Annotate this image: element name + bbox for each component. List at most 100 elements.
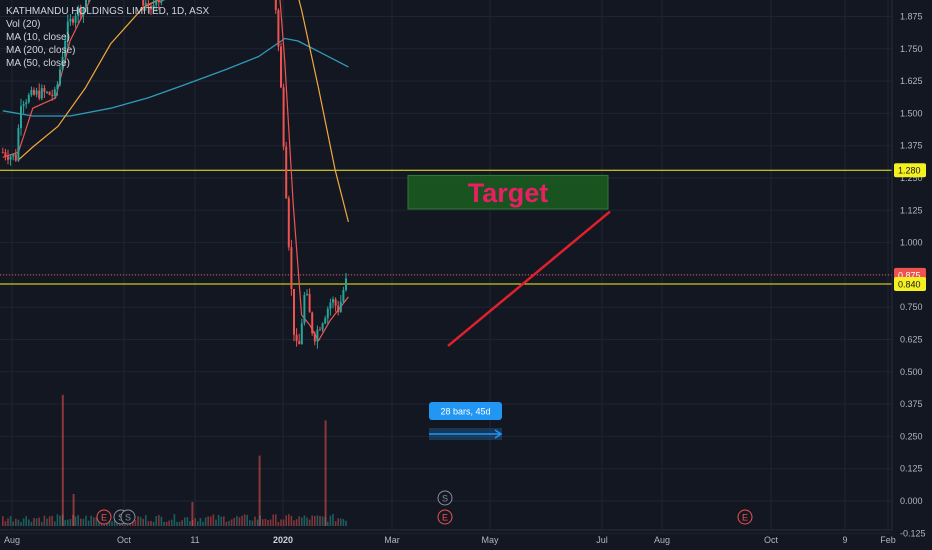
candle-body bbox=[287, 198, 290, 248]
volume-bar bbox=[301, 517, 303, 526]
volume-bar bbox=[334, 521, 337, 526]
volume-bar bbox=[69, 518, 72, 526]
volume-bar bbox=[145, 515, 147, 526]
candle-body bbox=[150, 6, 152, 10]
ma50-line bbox=[17, 0, 349, 223]
target-label[interactable]: Target bbox=[468, 178, 549, 208]
volume-bar bbox=[277, 521, 280, 526]
price-axis[interactable]: 2.5002.3752.2502.1252.0001.8751.7501.625… bbox=[0, 0, 926, 538]
volume-bar bbox=[150, 520, 152, 526]
volume-bar bbox=[158, 515, 160, 526]
measure-label[interactable]: 28 bars, 45d bbox=[440, 407, 490, 417]
price-level-label[interactable]: 0.875 bbox=[898, 270, 921, 280]
volume-bar bbox=[316, 515, 319, 526]
candle-body bbox=[157, 0, 160, 3]
event-marker-label[interactable]: S bbox=[125, 513, 131, 523]
volume-bar bbox=[38, 517, 40, 526]
volume-bar bbox=[199, 518, 202, 526]
candle-body bbox=[282, 87, 285, 147]
price-tick-label: 1.750 bbox=[900, 44, 923, 54]
volume-bar bbox=[230, 519, 233, 526]
volume-bar bbox=[340, 518, 342, 526]
candle-body bbox=[20, 106, 22, 129]
legend-ma10[interactable]: MA (10, close) bbox=[6, 32, 70, 43]
candle-body bbox=[82, 7, 85, 16]
candle-body bbox=[295, 334, 298, 341]
volume-bar bbox=[293, 520, 295, 526]
volume-bar bbox=[329, 515, 332, 526]
volume-bar bbox=[272, 514, 274, 526]
volume-bar bbox=[51, 515, 53, 526]
candle-body bbox=[33, 89, 35, 95]
volume-bar bbox=[321, 516, 324, 526]
candle-body bbox=[342, 290, 345, 302]
legend-volume[interactable]: Vol (20) bbox=[6, 19, 41, 30]
legend-ma200[interactable]: MA (200, close) bbox=[6, 45, 76, 56]
earnings-marker[interactable] bbox=[96, 509, 112, 525]
volume-bar bbox=[197, 521, 199, 526]
legend-title[interactable]: KATHMANDU HOLDINGS LIMITED, 1D, ASX bbox=[6, 6, 210, 17]
candle-body bbox=[313, 333, 316, 342]
volume-bar bbox=[74, 516, 77, 526]
volume-bar bbox=[319, 516, 321, 526]
candle-body bbox=[326, 308, 329, 319]
candle-body bbox=[53, 89, 56, 96]
candle-body bbox=[152, 5, 155, 10]
candle-body bbox=[311, 312, 314, 334]
candle-body bbox=[27, 95, 30, 103]
candle-body bbox=[300, 323, 303, 345]
candle-body bbox=[61, 56, 64, 70]
volume-bar bbox=[85, 515, 87, 526]
volume-bar bbox=[212, 514, 215, 526]
volume-bar bbox=[290, 515, 293, 526]
volume-bar bbox=[147, 521, 150, 526]
time-tick-label: Jul bbox=[596, 535, 608, 545]
event-marker-label[interactable]: E bbox=[742, 513, 748, 523]
volume-bar bbox=[33, 518, 35, 526]
event-marker-label[interactable]: E bbox=[101, 513, 107, 523]
volume-bar bbox=[25, 516, 27, 526]
legend-ma50[interactable]: MA (50, close) bbox=[6, 58, 70, 69]
time-tick-label: Aug bbox=[654, 535, 670, 545]
candle-body bbox=[339, 301, 342, 313]
price-tick-label: 0.500 bbox=[900, 367, 923, 377]
split-marker[interactable] bbox=[437, 490, 453, 506]
volume-bar bbox=[342, 518, 345, 526]
drawing-tools[interactable] bbox=[0, 169, 892, 285]
price-level-label[interactable]: 0.840 bbox=[898, 279, 921, 289]
volume-bar bbox=[204, 517, 207, 526]
volume-bar bbox=[15, 518, 17, 526]
volume-bar bbox=[264, 518, 267, 526]
time-tick-label: 2020 bbox=[273, 535, 293, 545]
candle-body bbox=[285, 146, 288, 199]
price-tick-label: 0.000 bbox=[900, 496, 923, 506]
candle-body bbox=[332, 299, 334, 303]
volume-bar bbox=[256, 519, 259, 526]
measure-box bbox=[429, 402, 502, 420]
candle-body bbox=[85, 0, 87, 8]
candle-body bbox=[59, 69, 61, 85]
volume-bar bbox=[186, 517, 189, 526]
event-marker-label[interactable]: S bbox=[442, 494, 448, 504]
price-tick-label: 0.750 bbox=[900, 302, 923, 312]
earnings-marker[interactable] bbox=[437, 509, 453, 525]
volume-bar bbox=[332, 514, 334, 526]
volume-bar bbox=[254, 516, 256, 526]
price-tick-label: 0.125 bbox=[900, 464, 923, 474]
price-tick-label: 1.125 bbox=[900, 205, 923, 215]
candle-body bbox=[48, 91, 51, 95]
candle-body bbox=[17, 128, 20, 161]
event-marker-label[interactable]: E bbox=[442, 513, 448, 523]
volume-bar bbox=[139, 516, 142, 526]
time-axis[interactable]: Aug Oct 11 2020 Mar May Jul Aug Oct 9 Feb bbox=[4, 535, 896, 545]
split-marker[interactable] bbox=[120, 509, 136, 525]
volume-bar bbox=[165, 521, 168, 526]
price-level-label[interactable]: 1.280 bbox=[898, 166, 921, 176]
earnings-marker[interactable] bbox=[737, 509, 753, 525]
volume-bar bbox=[303, 515, 306, 526]
time-tick-label: 11 bbox=[190, 535, 199, 545]
volume-bar bbox=[80, 518, 82, 526]
candle-body bbox=[160, 0, 163, 3]
